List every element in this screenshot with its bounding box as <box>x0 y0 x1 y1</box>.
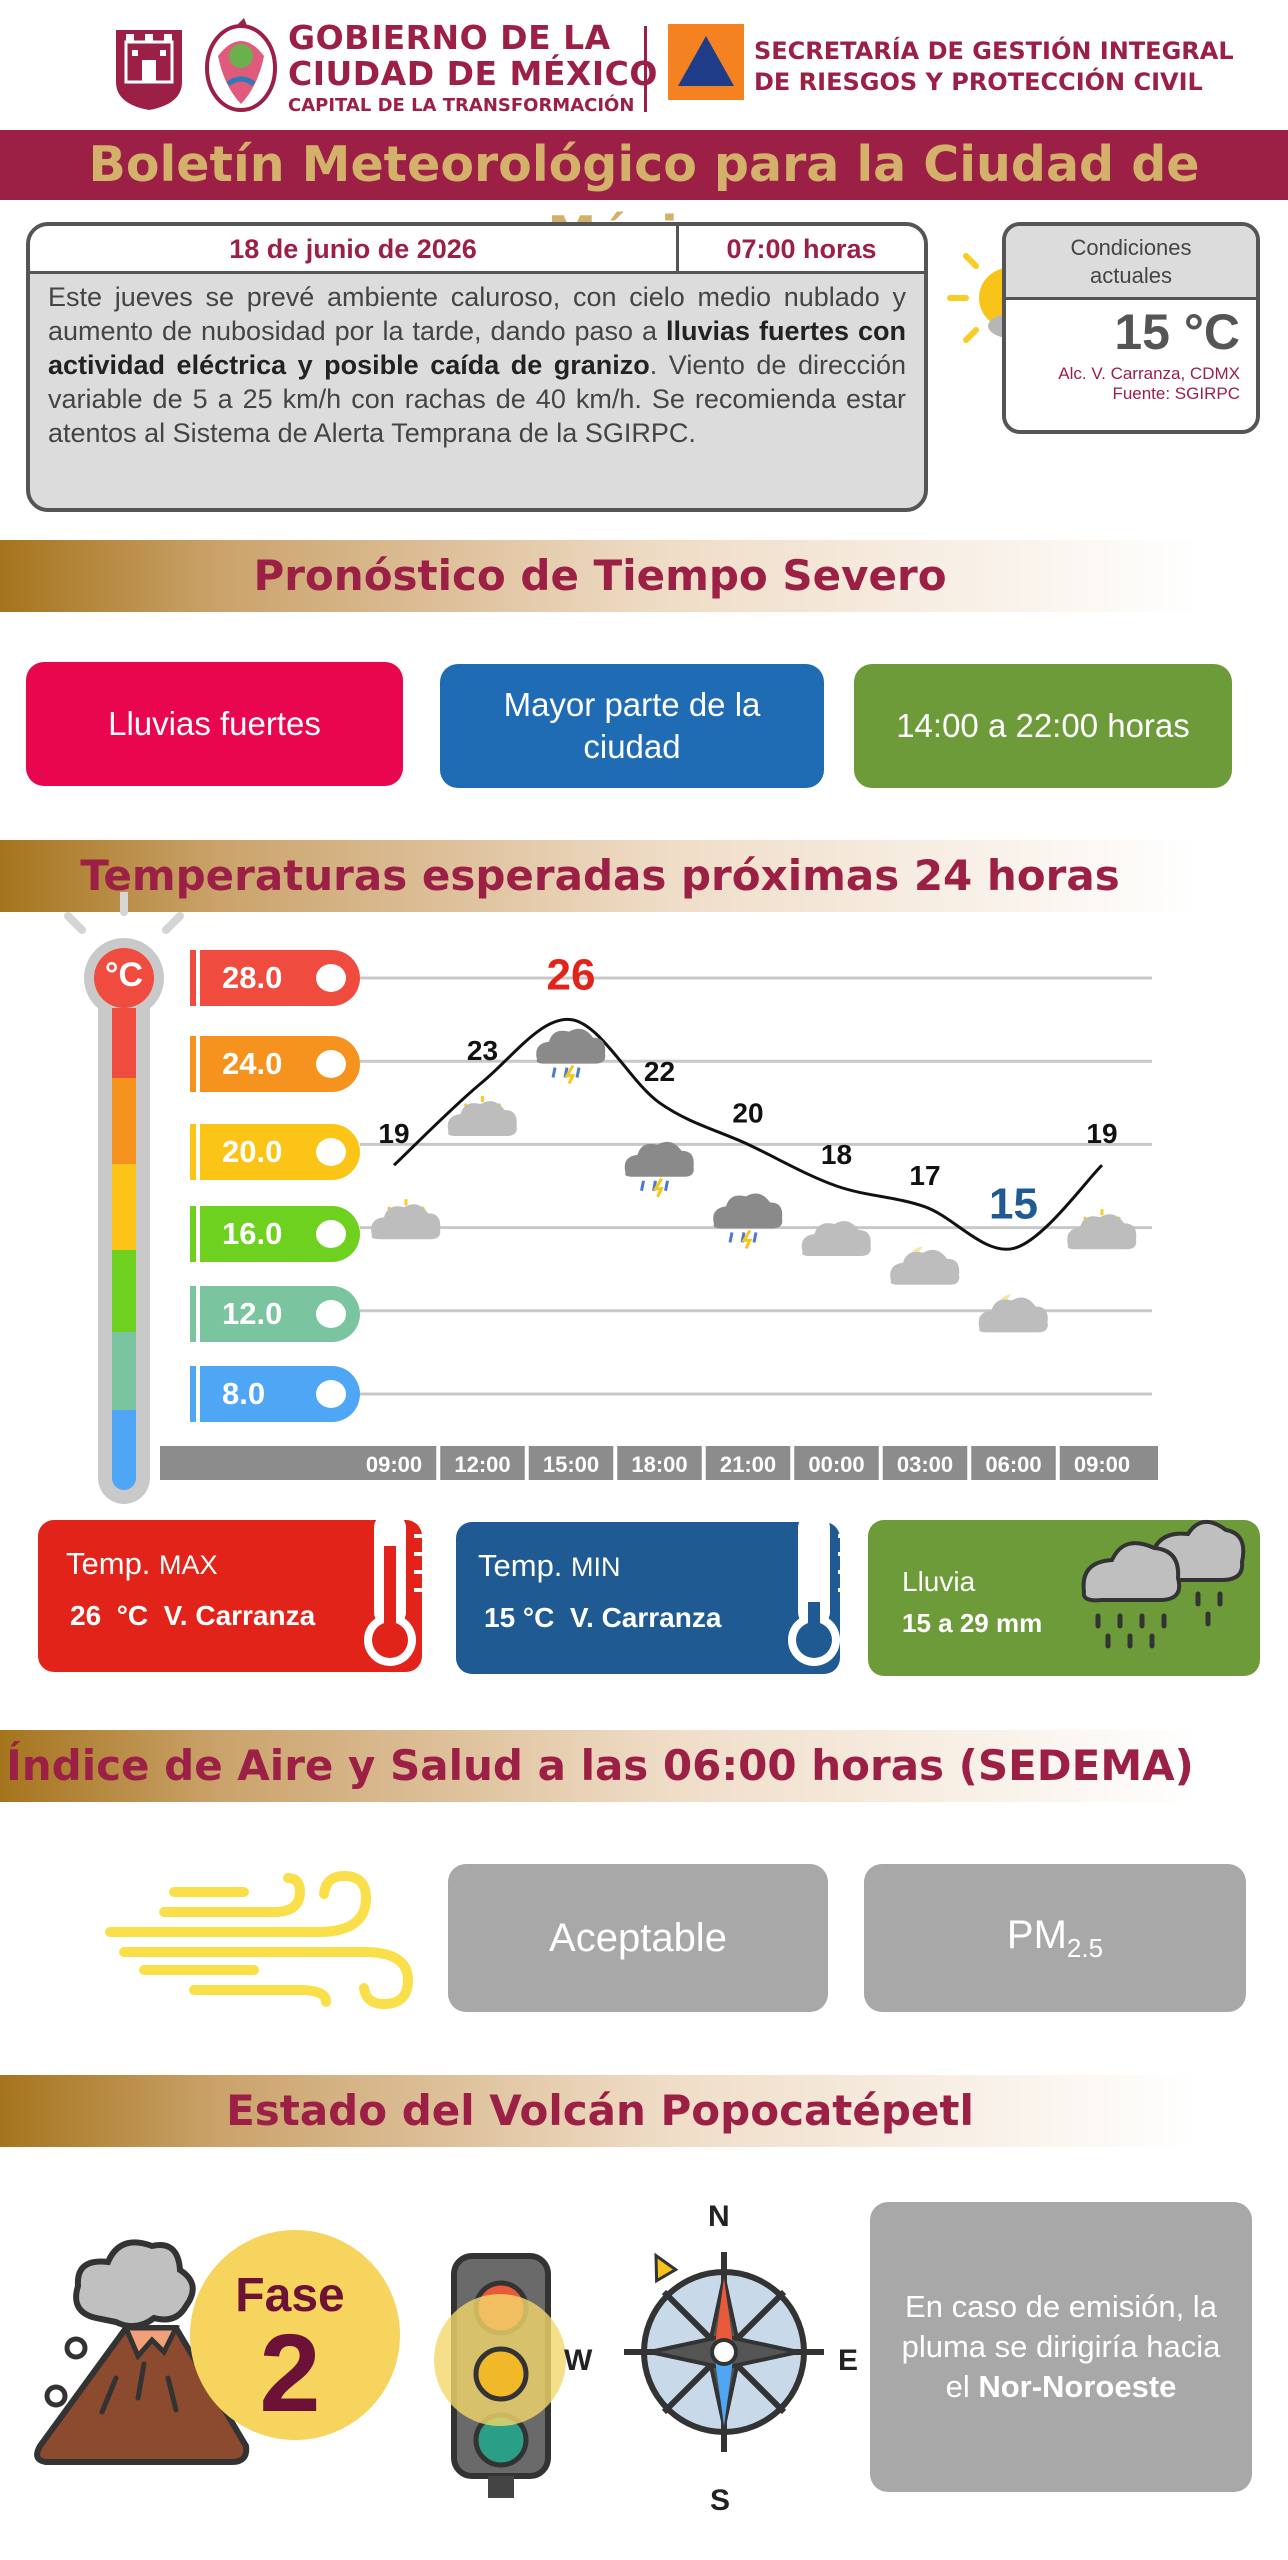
partly-cloudy-day-icon <box>447 1096 517 1136</box>
header-divider <box>644 26 647 112</box>
min-temp-box: Temp. MIN 15 °C V. Carranza <box>456 1512 852 1674</box>
x-tick-label: 00:00 <box>808 1452 864 1477</box>
x-tick-label: 15:00 <box>543 1452 599 1477</box>
value-label: 20 <box>732 1097 763 1128</box>
storm-cloud-icon <box>713 1193 783 1250</box>
x-tick-label: 03:00 <box>897 1452 953 1477</box>
x-tick-label: 06:00 <box>985 1452 1041 1477</box>
temperature-line <box>392 1018 1104 1251</box>
plume-text: En caso de emisión, la pluma se dirigirí… <box>901 2289 1221 2404</box>
min-temp-label: Temp. <box>478 1548 563 1583</box>
gov-title-line2: CIUDAD DE MÉXICO <box>288 54 658 93</box>
compass-north: N <box>708 2200 730 2233</box>
current-title-line1: Condiciones <box>1070 235 1192 260</box>
partly-cloudy-night-icon <box>890 1246 960 1285</box>
rain-box: Lluvia 15 a 29 mm <box>868 1520 1260 1676</box>
phase-number: 2 <box>259 2312 321 2435</box>
x-tick-label: 18:00 <box>631 1452 687 1477</box>
current-temperature: 15 °C <box>1114 304 1240 360</box>
scale-tag-24: 24.0 <box>190 1036 360 1092</box>
bulletin-time: 07:00 horas <box>726 234 877 264</box>
secretaria-line1: SECRETARÍA DE GESTIÓN INTEGRAL <box>754 37 1234 65</box>
max-temp-suffix: MAX <box>159 1550 218 1580</box>
value-label: 17 <box>909 1160 940 1191</box>
value-label: 19 <box>1086 1118 1117 1149</box>
severe-period-pill: 14:00 a 22:00 horas <box>854 664 1232 788</box>
phase-circle <box>190 2230 400 2440</box>
value-label: 18 <box>821 1139 852 1170</box>
current-location: Alc. V. Carranza, CDMX <box>1058 364 1240 383</box>
min-value-label: 15 <box>989 1179 1038 1228</box>
partly-cloudy-night-icon <box>978 1294 1048 1333</box>
x-tick-label: 21:00 <box>720 1452 776 1477</box>
traffic-light-icon <box>430 2250 570 2500</box>
compass-icon <box>622 2250 826 2454</box>
scale-tag-12: 12.0 <box>190 1286 360 1342</box>
severe-weather-header: Pronóstico de Tiempo Severo <box>0 540 1200 612</box>
rain-label: Lluvia <box>902 1566 976 1597</box>
x-axis-band <box>160 1446 1158 1480</box>
cdmx-logo-icon <box>198 16 284 116</box>
phase-label: Fase <box>235 2269 345 2322</box>
min-temp-value: 15 °C V. Carranza <box>484 1602 722 1633</box>
gov-slogan: CAPITAL DE LA TRANSFORMACIÓN <box>288 95 635 116</box>
rain-cloud-icon <box>1081 1520 1246 1649</box>
max-temp-label: Temp. <box>66 1546 151 1581</box>
current-source: Fuente: SGIRPC <box>1112 384 1240 403</box>
compass-east: E <box>838 2344 859 2377</box>
thermometer-graphic <box>52 888 212 1512</box>
x-tick-label: 09:00 <box>366 1452 422 1477</box>
scale-tag-28: 28.0 <box>190 950 360 1006</box>
air-quality-header: Índice de Aire y Salud a las 06:00 horas… <box>0 1730 1200 1802</box>
value-label: 23 <box>467 1035 498 1066</box>
wind-icon <box>104 1870 424 2010</box>
compass-south: S <box>710 2484 731 2517</box>
current-conditions-box: Condiciones actuales 15 °C Alc. V. Carra… <box>1002 222 1260 434</box>
secretaria-line2: DE RIESGOS Y PROTECCIÓN CIVIL <box>754 68 1203 96</box>
bulletin-date: 18 de junio de 2026 <box>30 226 679 271</box>
bulletin-text: Este jueves se prevé ambiente caluroso, … <box>48 282 906 448</box>
page-title: Boletín Meteorológico para la Ciudad de … <box>0 130 1288 263</box>
hot-thermometer-icon <box>364 1512 428 1666</box>
cloud-icon <box>801 1221 871 1256</box>
max-value-label: 26 <box>547 951 596 1000</box>
bulletin-box: 18 de junio de 2026 07:00 horas Este jue… <box>26 222 928 512</box>
plume-direction: Nor-Noroeste <box>978 2369 1177 2404</box>
scale-tag-8: 8.0 <box>190 1366 360 1422</box>
severe-area-pill: Mayor parte de la ciudad <box>440 664 824 788</box>
x-tick-label: 12:00 <box>454 1452 510 1477</box>
partly-cloudy-day-icon <box>371 1199 441 1240</box>
min-temp-suffix: MIN <box>571 1552 621 1582</box>
rain-value: 15 a 29 mm <box>902 1608 1043 1638</box>
compass-west: W <box>564 2344 593 2377</box>
storm-cloud-icon <box>624 1141 694 1198</box>
value-label: 22 <box>644 1056 675 1087</box>
value-label: 19 <box>378 1118 409 1149</box>
scale-tag-16: 16.0 <box>190 1206 360 1262</box>
scale-tag-20: 20.0 <box>190 1124 360 1180</box>
max-temp-box: Temp. MAX 26 °C V. Carranza <box>38 1512 428 1672</box>
volcano-header: Estado del Volcán Popocatépetl <box>0 2075 1200 2147</box>
air-pollutant: PM2.5 <box>864 1864 1246 2012</box>
plume-direction-box: En caso de emisión, la pluma se dirigirí… <box>870 2202 1252 2492</box>
partly-cloudy-day-icon <box>1067 1209 1137 1250</box>
temperatures-header: Temperaturas esperadas próximas 24 horas <box>0 840 1200 912</box>
sgirpc-logo-icon <box>668 24 744 100</box>
cdmx-coat-of-arms <box>112 24 186 112</box>
current-title-line2: actuales <box>1090 263 1172 288</box>
gov-title-line1: GOBIERNO DE LA <box>288 18 611 57</box>
storm-cloud-icon <box>536 1028 606 1085</box>
x-tick-label: 09:00 <box>1074 1452 1130 1477</box>
cold-thermometer-icon <box>788 1512 852 1666</box>
max-temp-value: 26 °C V. Carranza <box>70 1600 316 1631</box>
air-quality-status: Aceptable <box>448 1864 828 2012</box>
temperature-chart: 09:00 12:00 15:00 18:00 21:00 00:00 03:00 06:00… <box>160 951 1158 1480</box>
severe-event-pill: Lluvias fuertes <box>26 662 403 786</box>
thermometer-unit-label: °C <box>104 956 144 994</box>
